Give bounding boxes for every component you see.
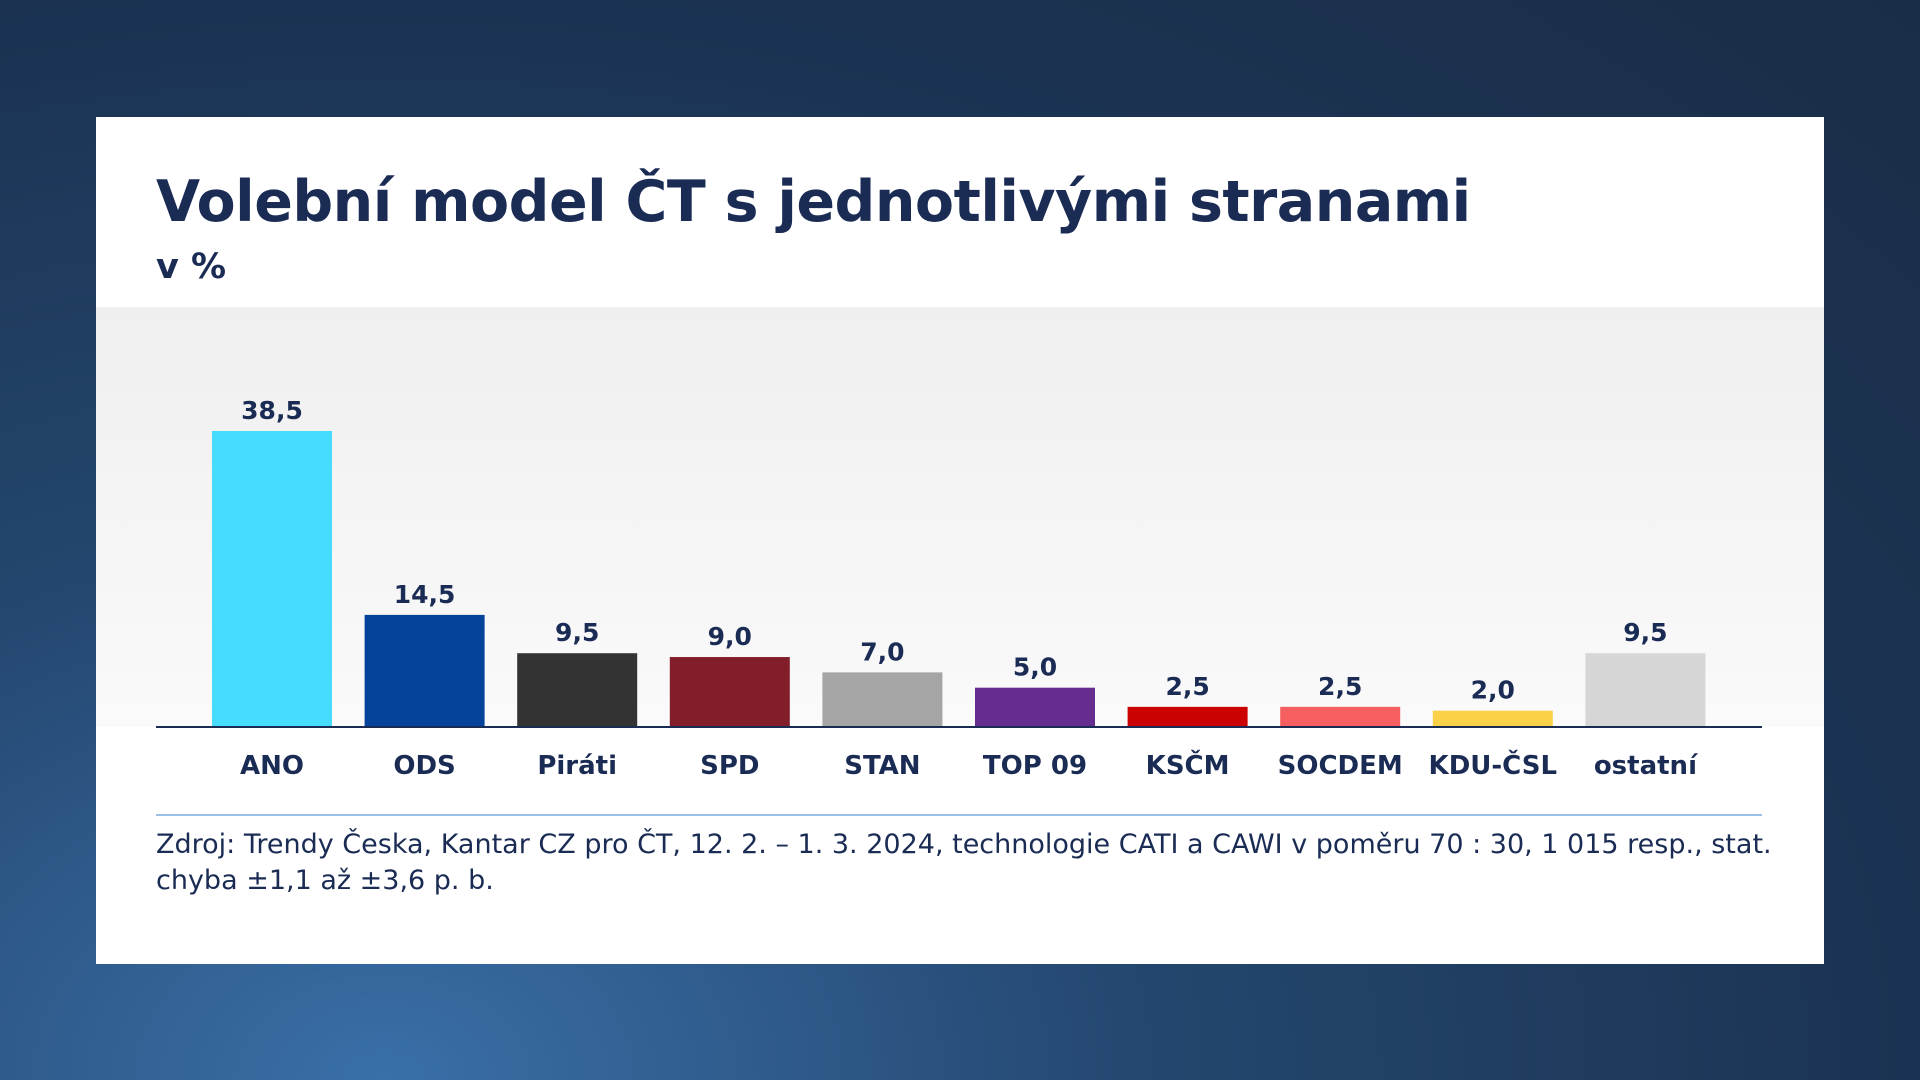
value-label-ods: 14,5 [394,580,456,609]
chart-title: Volební model ČT s jednotlivými stranami [156,169,1471,235]
value-label-socdem: 2,5 [1318,672,1362,701]
chart-card: Volební model ČT s jednotlivými stranami… [96,117,1824,964]
category-label-pirati: Piráti [537,751,617,781]
category-label-spd: SPD [700,751,759,781]
category-label-ano: ANO [240,751,304,781]
chart-subtitle: v % [156,247,227,287]
bar-top-09 [975,687,1095,726]
source-divider [156,814,1762,816]
category-label-kdu-csl: KDU-ČSL [1429,749,1558,781]
bar-ostatni [1585,653,1706,726]
bar-pirati [517,653,638,726]
value-label-kdu-csl: 2,0 [1471,676,1515,705]
bar-ods [364,614,485,726]
category-label-socdem: SOCDEM [1278,751,1403,781]
bar-stan [822,672,943,726]
bar-ano [212,431,332,726]
category-label-kscm: KSČM [1146,749,1230,781]
category-label-ostatni: ostatní [1594,751,1699,781]
value-label-ostatni: 9,5 [1623,618,1667,647]
bar-socdem [1280,706,1401,726]
value-label-spd: 9,0 [708,622,752,651]
bar-kscm [1127,706,1248,726]
value-label-top-09: 5,0 [1013,653,1057,682]
category-label-stan: STAN [844,751,920,781]
category-label-top-09: TOP 09 [983,751,1087,781]
source-note: Zdroj: Trendy Česka, Kantar CZ pro ČT, 1… [156,829,1772,896]
value-label-ano: 38,5 [241,396,303,425]
bar-spd [669,657,790,726]
value-label-pirati: 9,5 [555,618,599,647]
value-label-kscm: 2,5 [1165,672,1209,701]
bar-chart: 38,5 ANO 14,5 ODS 9,5 Piráti 9,0 SPD 7,0 STAN 5,0 T… [156,396,1762,781]
category-label-ods: ODS [393,751,455,781]
bar-kdu-csl [1432,710,1553,726]
value-label-stan: 7,0 [860,637,904,666]
